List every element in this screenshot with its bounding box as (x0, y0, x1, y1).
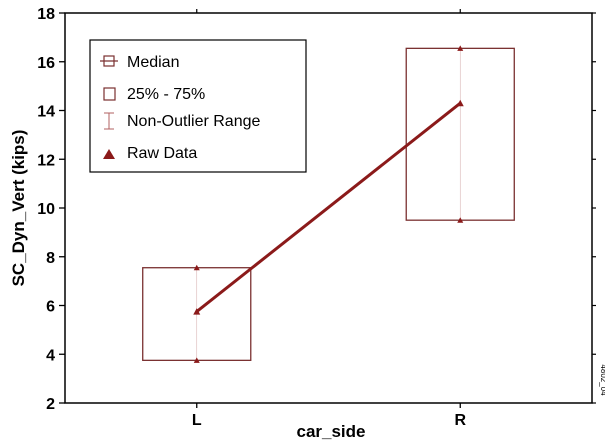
y-axis-title: SC_Dyn_Vert (kips) (9, 130, 28, 287)
legend-median-label: Median (127, 54, 179, 71)
raw-point-L (193, 357, 200, 363)
figure-code: 4802_04 (599, 364, 605, 396)
x-tick-label: L (192, 412, 202, 429)
y-tick-label: 14 (37, 104, 55, 121)
legend: Median 25% - 75% Non-Outlier Range Raw D… (89, 39, 307, 173)
y-tick-label: 6 (46, 299, 55, 316)
y-tick-label: 8 (46, 250, 55, 267)
legend-whisker-icon (104, 112, 114, 130)
median-point-L (193, 308, 201, 315)
y-axis: 2 4 6 8 10 12 14 16 18 (37, 6, 596, 413)
legend-box (89, 39, 307, 173)
y-tick-label: 2 (46, 396, 55, 413)
raw-data-layer (193, 45, 464, 363)
y-tick-label: 18 (37, 6, 55, 23)
median-line (195, 102, 462, 313)
median-line-layer (193, 99, 464, 315)
y-tick-label: 16 (37, 55, 55, 72)
legend-median-icon (100, 55, 118, 67)
y-tick-label: 12 (37, 152, 55, 169)
y-tick-label: 4 (46, 347, 55, 364)
raw-point-R (457, 217, 464, 223)
legend-whisker-label: Non-Outlier Range (127, 113, 261, 130)
legend-box-icon (103, 87, 116, 101)
median-point-R (456, 99, 464, 107)
x-axis-title: car_side (297, 422, 366, 441)
raw-point-R (457, 45, 464, 51)
y-tick-label: 10 (37, 201, 55, 218)
legend-raw-label: Raw Data (127, 145, 197, 162)
x-tick-label: R (454, 412, 466, 429)
raw-point-L (193, 264, 200, 271)
legend-box-label: 25% - 75% (127, 86, 205, 103)
legend-raw-icon (103, 149, 115, 159)
